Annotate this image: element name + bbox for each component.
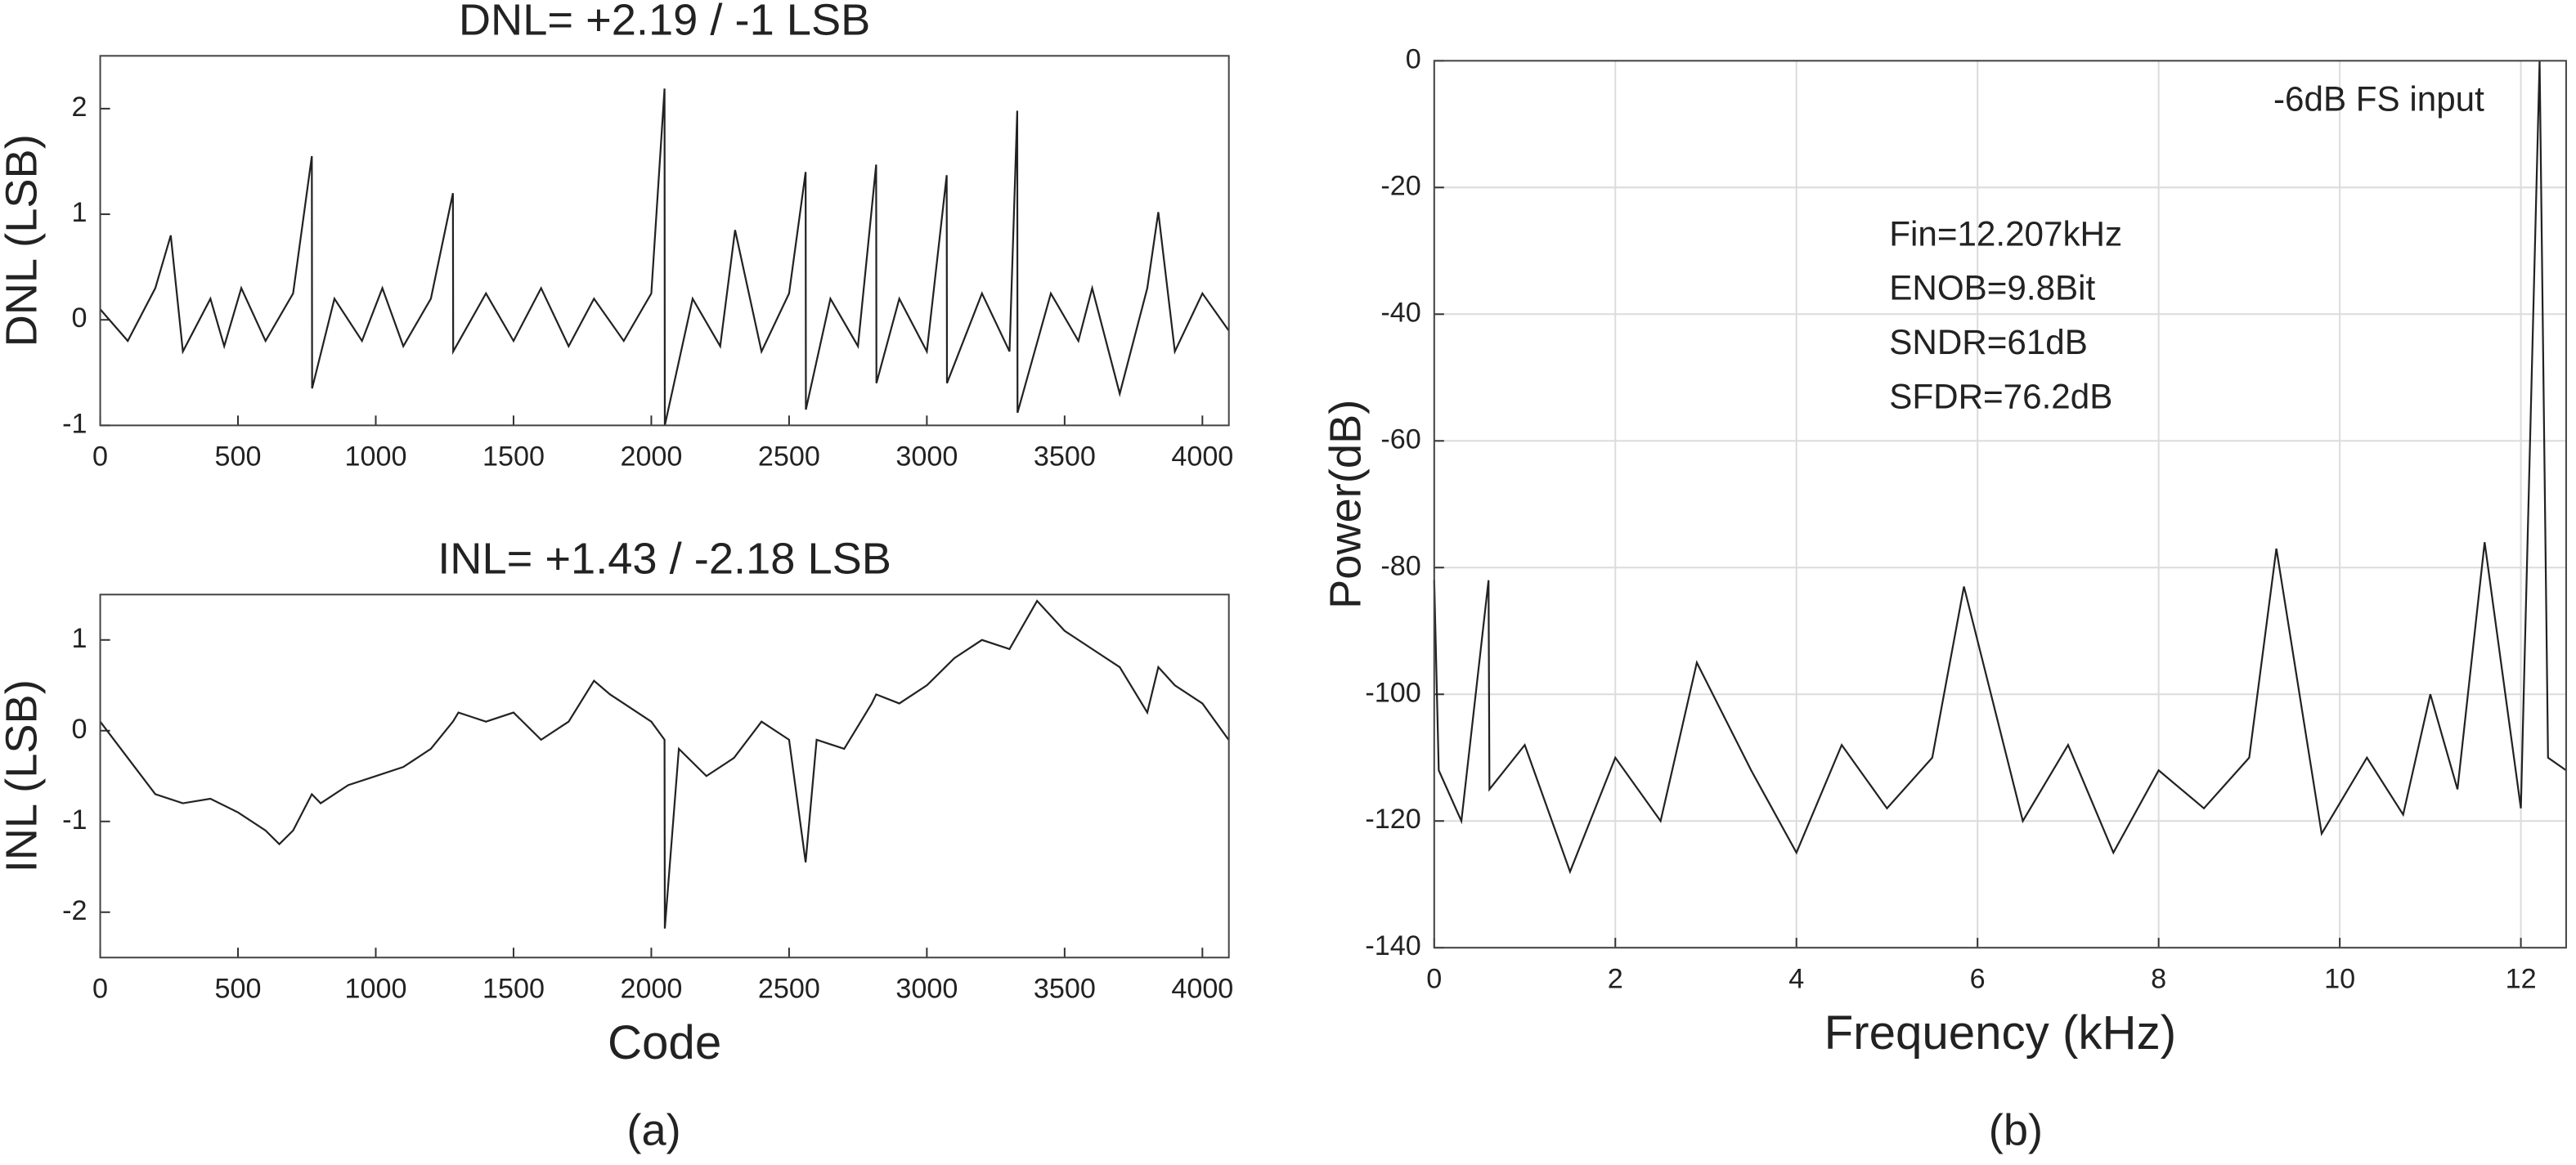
y-tick-label: -20 xyxy=(1380,170,1420,201)
x-tick-label: 2500 xyxy=(758,441,820,473)
y-tick-label: -1 xyxy=(62,804,87,836)
annotation: SNDR=61dB xyxy=(1889,323,2088,361)
data-line xyxy=(1433,60,2567,875)
y-tick-label: -2 xyxy=(62,895,87,926)
axes-frame xyxy=(1433,60,2567,949)
x-tick-label: 3000 xyxy=(895,973,958,1004)
chart-title: INL= +1.43 / -2.18 LSB xyxy=(438,534,891,583)
x-tick-label: 0 xyxy=(92,973,108,1004)
data-line xyxy=(99,599,1230,929)
y-tick-label: 1 xyxy=(71,197,87,228)
y-tick-label: 1 xyxy=(71,623,87,654)
axes-frame xyxy=(99,594,1230,959)
x-axis-label: Code xyxy=(608,1016,721,1069)
y-tick-label: -1 xyxy=(62,408,87,439)
y-axis-label: Power(dB) xyxy=(1322,400,1371,609)
caption: (b) xyxy=(1989,1106,2043,1155)
annotation: -6dB FS input xyxy=(2273,80,2484,119)
x-axis-label: Frequency (kHz) xyxy=(1824,1006,2177,1060)
y-tick-label: 0 xyxy=(1406,43,1421,74)
x-tick-label: 3500 xyxy=(1034,441,1096,473)
x-tick-label: 1500 xyxy=(482,973,545,1004)
y-tick-label: 0 xyxy=(71,714,87,745)
x-tick-label: 3500 xyxy=(1034,973,1096,1004)
data-line xyxy=(99,88,1230,426)
x-tick-label: 10 xyxy=(2324,963,2355,994)
x-tick-label: 0 xyxy=(1426,963,1442,994)
x-tick-label: 4000 xyxy=(1171,441,1233,473)
x-tick-label: 8 xyxy=(2151,963,2166,994)
caption: (a) xyxy=(626,1106,680,1155)
annotation: SFDR=76.2dB xyxy=(1889,377,2112,415)
x-tick-label: 500 xyxy=(215,441,262,473)
axes-frame xyxy=(99,55,1230,427)
y-tick-label: -100 xyxy=(1365,677,1420,708)
x-tick-label: 4 xyxy=(1788,963,1804,994)
x-tick-label: 2000 xyxy=(620,441,682,473)
annotation: ENOB=9.8Bit xyxy=(1889,269,2095,307)
y-axis-label: INL (LSB) xyxy=(0,679,46,872)
y-axis-label: DNL (LSB) xyxy=(0,134,46,347)
x-tick-label: 1500 xyxy=(482,441,545,473)
y-tick-label: 2 xyxy=(71,92,87,123)
x-tick-label: 2000 xyxy=(620,973,682,1004)
x-tick-label: 500 xyxy=(215,973,262,1004)
plot-area xyxy=(1434,60,2566,948)
x-tick-label: 6 xyxy=(1970,963,1986,994)
x-tick-label: 4000 xyxy=(1171,973,1233,1004)
x-tick-label: 0 xyxy=(92,441,108,473)
y-tick-label: -80 xyxy=(1380,550,1420,581)
x-tick-label: 1000 xyxy=(345,441,407,473)
x-tick-label: 2500 xyxy=(758,973,820,1004)
y-tick-label: -140 xyxy=(1365,930,1420,961)
x-tick-label: 2 xyxy=(1608,963,1623,994)
x-tick-label: 1000 xyxy=(345,973,407,1004)
y-tick-label: -60 xyxy=(1380,423,1420,455)
chart-title: DNL= +2.19 / -1 LSB xyxy=(459,0,870,44)
y-tick-label: 0 xyxy=(71,302,87,334)
annotation: Fin=12.207kHz xyxy=(1889,214,2122,253)
x-tick-label: 3000 xyxy=(895,441,958,473)
y-tick-label: -40 xyxy=(1380,297,1420,328)
y-tick-label: -120 xyxy=(1365,804,1420,835)
x-tick-label: 12 xyxy=(2506,963,2537,994)
